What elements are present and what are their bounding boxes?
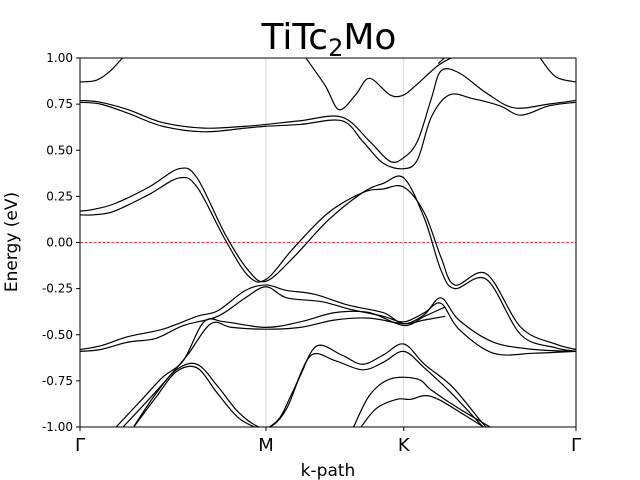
chart-title-tail: Mo (343, 17, 396, 58)
chart-title-main: TiTc (261, 17, 329, 58)
band-line-6 (437, 58, 446, 64)
band-line-8 (80, 176, 576, 351)
chart-title-subscript: 2 (328, 34, 343, 62)
band-line-4 (80, 93, 576, 170)
y-tick-label: -0.75 (42, 374, 73, 388)
band-line-1 (80, 58, 124, 83)
y-tick-label: 0.75 (46, 97, 73, 111)
x-tick-label-Γ: Γ (571, 435, 581, 456)
x-tick-label-Γ: Γ (75, 435, 85, 456)
y-tick-label: 1.00 (46, 51, 73, 65)
y-axis-ticks: -1.00 -0.75 -0.50 -0.25 0.00 0.25 0.50 0.75 1.00 (42, 51, 80, 434)
x-axis-label: k-path (301, 461, 356, 480)
y-tick-label: 0.25 (46, 189, 73, 203)
band-line-14 (132, 350, 484, 427)
y-tick-label: -0.25 (42, 282, 73, 296)
band-line-2 (539, 58, 576, 83)
y-tick-label: -0.50 (42, 328, 73, 342)
band-line-7 (80, 167, 576, 352)
band-lines (80, 58, 576, 427)
chart-title: TiTc2Mo (261, 17, 397, 62)
y-tick-label: 0.50 (46, 143, 73, 157)
y-tick-label: -1.00 (42, 420, 73, 434)
x-tick-label-M: M (258, 435, 274, 456)
y-axis-label: Energy (eV) (2, 192, 22, 292)
band-line-3 (80, 68, 576, 163)
band-line-5 (305, 58, 453, 111)
band-line-16 (360, 395, 485, 427)
band-line-10 (80, 286, 576, 356)
x-tick-label-K: K (398, 435, 411, 456)
band-line-15 (353, 376, 492, 427)
band-line-9 (80, 284, 576, 352)
band-line-11 (115, 306, 446, 427)
y-tick-label: 0.00 (46, 236, 73, 250)
